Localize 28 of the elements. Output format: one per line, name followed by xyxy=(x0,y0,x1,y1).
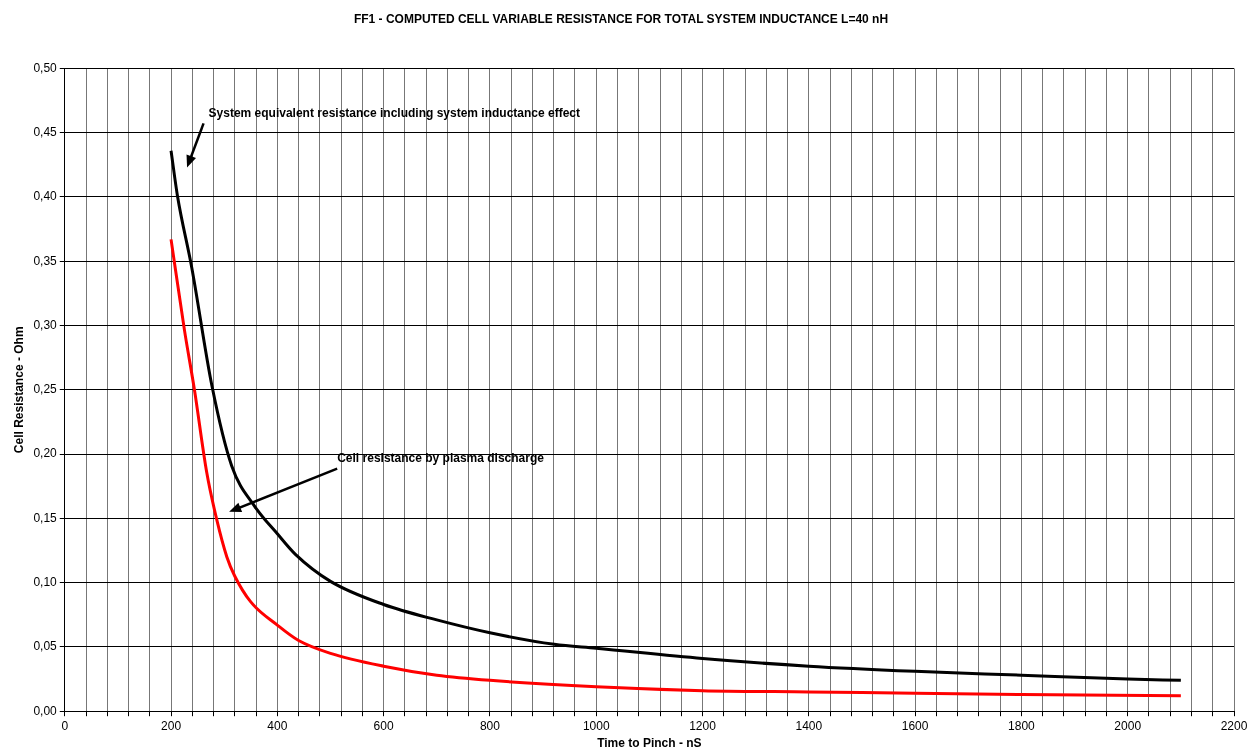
y-tick-label: 0,35 xyxy=(33,253,58,268)
x-tick-label: 2000 xyxy=(1114,718,1142,733)
x-tick-label: 0 xyxy=(61,718,69,733)
x-tick-label: 800 xyxy=(479,718,501,733)
line-series xyxy=(169,237,1183,698)
x-tick-label: 400 xyxy=(267,718,288,733)
y-axis-title: Cell Resistance - Ohm xyxy=(11,326,26,454)
y-tick-label: 0,20 xyxy=(33,446,58,461)
annotation: System equivalent resistance including system inductance effect xyxy=(208,105,581,120)
x-tick-label: 600 xyxy=(373,718,394,733)
y-tick-label: 0,25 xyxy=(33,382,58,397)
x-tick-label: 1400 xyxy=(795,718,823,733)
x-tick-label: 1800 xyxy=(1008,718,1036,733)
x-tick-label: 1000 xyxy=(582,718,610,733)
x-tick-label: 1600 xyxy=(901,718,929,733)
chart-title: FF1 - COMPUTED CELL VARIABLE RESISTANCE FOR TOTAL SYSTEM INDUCTANCE L=40 nH xyxy=(353,11,889,26)
x-tick-label: 200 xyxy=(161,718,182,733)
y-tick-label: 0,00 xyxy=(33,703,58,718)
y-tick-label: 0,10 xyxy=(33,574,58,589)
y-tick-label: 0,40 xyxy=(33,189,58,204)
y-tick-label: 0,30 xyxy=(33,317,58,332)
y-tick-label: 0,05 xyxy=(33,639,58,654)
x-tick-label: 2200 xyxy=(1220,718,1248,733)
x-axis-title: Time to Pinch - nS xyxy=(597,736,702,751)
x-tick-label: 1200 xyxy=(689,718,717,733)
y-tick-label: 0,45 xyxy=(33,124,58,139)
y-tick-label: 0,50 xyxy=(33,60,58,75)
y-tick-label: 0,15 xyxy=(33,510,58,525)
